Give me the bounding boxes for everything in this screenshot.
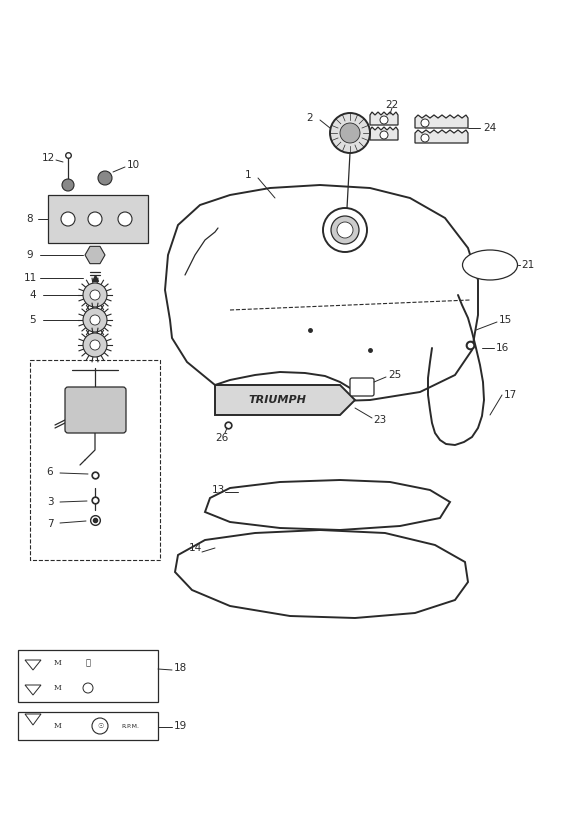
Circle shape [323,208,367,252]
Circle shape [421,134,429,142]
Circle shape [90,340,100,350]
Text: 16: 16 [496,343,508,353]
Circle shape [92,718,108,734]
Circle shape [118,212,132,226]
Text: 2: 2 [307,113,313,123]
Text: TRIUMPH: TRIUMPH [248,395,306,405]
Text: 22: 22 [385,100,399,110]
Bar [30,360,160,560]
Polygon shape [25,685,41,695]
Circle shape [380,116,388,124]
Text: 10: 10 [127,160,139,170]
Polygon shape [25,660,41,670]
Circle shape [98,171,112,185]
Circle shape [61,212,75,226]
Text: 19: 19 [173,721,187,731]
Circle shape [62,179,74,191]
Text: 4: 4 [30,290,36,300]
Text: 26: 26 [215,433,229,443]
Circle shape [331,216,359,244]
Text: M: M [54,722,62,730]
Text: ⛽: ⛽ [86,658,90,667]
Text: 17: 17 [503,390,517,400]
Text: 14: 14 [188,543,202,553]
Circle shape [340,123,360,143]
Polygon shape [165,185,478,402]
Polygon shape [175,530,468,618]
Text: 25: 25 [388,370,402,380]
Text: 8: 8 [27,214,33,224]
Ellipse shape [462,250,518,280]
Circle shape [421,119,429,127]
Text: 6: 6 [47,467,53,477]
Circle shape [83,283,107,307]
Polygon shape [25,714,41,725]
Circle shape [380,131,388,139]
Circle shape [83,333,107,357]
Text: M: M [54,659,62,667]
Polygon shape [370,112,398,125]
Bar [18,712,158,740]
Circle shape [90,290,100,300]
Text: 3: 3 [47,497,53,507]
Circle shape [83,308,107,332]
Text: 21: 21 [521,260,535,270]
Text: 23: 23 [373,415,387,425]
Text: ☉: ☉ [97,723,103,729]
Text: 9: 9 [27,250,33,260]
Polygon shape [415,115,468,128]
Text: 7: 7 [47,519,53,529]
Text: R.P.M.: R.P.M. [121,723,139,728]
Text: 11: 11 [23,273,37,283]
Text: 5: 5 [30,315,36,325]
Polygon shape [205,480,450,530]
Text: 1: 1 [245,170,251,180]
Circle shape [83,683,93,693]
Circle shape [330,113,370,153]
Text: 13: 13 [212,485,224,495]
Circle shape [337,222,353,238]
Circle shape [88,212,102,226]
Text: 12: 12 [41,153,55,163]
Polygon shape [215,385,355,415]
Polygon shape [415,130,468,143]
Text: M: M [54,684,62,692]
Polygon shape [370,127,398,140]
FancyBboxPatch shape [48,195,148,243]
Text: 15: 15 [498,315,512,325]
Text: 18: 18 [173,663,187,673]
FancyBboxPatch shape [350,378,374,396]
FancyBboxPatch shape [65,387,126,433]
Text: 24: 24 [483,123,497,133]
Circle shape [90,315,100,325]
Bar [18,650,158,702]
